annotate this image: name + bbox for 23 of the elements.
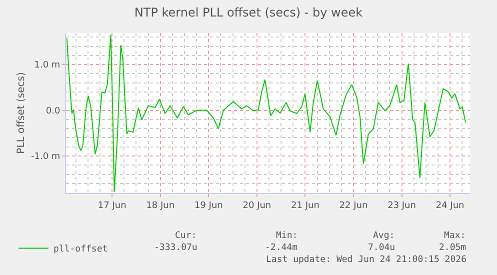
x-tick-label: 19 Jun	[194, 200, 223, 211]
y-axis-title: PLL offset (secs)	[16, 72, 27, 154]
x-tick-label: 18 Jun	[146, 200, 175, 211]
x-tick-label: 21 Jun	[291, 200, 320, 211]
text: -333.07u	[154, 243, 198, 253]
chart-title: NTP kernel PLL offset (secs) - by week	[134, 6, 363, 20]
text: Cur:	[175, 231, 197, 241]
text: 2.05m	[439, 243, 466, 253]
x-tick-label: 23 Jun	[388, 200, 416, 211]
text: Avg:	[373, 231, 395, 241]
text: Min:	[276, 231, 298, 241]
y-tick-label: -1.0 m	[30, 152, 60, 162]
y-tick-label: 1.0 m	[34, 60, 60, 71]
y-tick-label: 0.0	[46, 106, 60, 116]
x-tick-label: 24 Jun	[436, 200, 464, 211]
text: Last update: Wed Jun 24 21:00:15 2026	[266, 255, 466, 265]
legend-label: pll-offset	[53, 244, 108, 255]
x-tick-label: 20 Jun	[242, 200, 272, 211]
text: -2.44m	[265, 243, 298, 253]
text: Max:	[444, 231, 466, 241]
text: 7.04u	[368, 243, 396, 253]
x-tick-label: 22 Jun	[339, 200, 368, 211]
x-tick-label: 17 Jun	[98, 200, 126, 211]
